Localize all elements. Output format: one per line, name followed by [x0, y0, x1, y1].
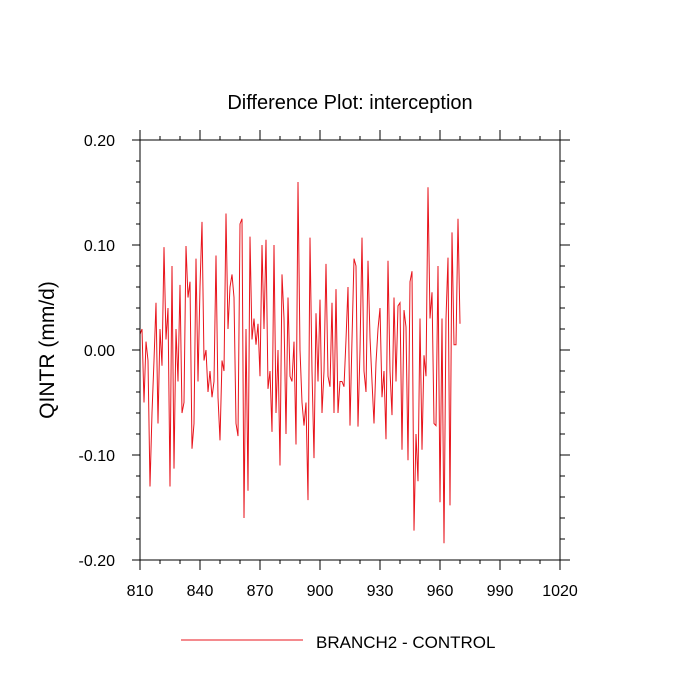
- y-tick-label: 0.10: [84, 238, 115, 255]
- x-tick-label: 990: [487, 583, 514, 600]
- y-tick-label: -0.10: [79, 448, 116, 465]
- legend-label: BRANCH2 - CONTROL: [316, 633, 495, 652]
- axis-ticks: -0.20 -0.10 0.00 0.10 0.20 810 840 870 900 930 960…: [79, 130, 578, 600]
- x-tick-label: 870: [247, 583, 274, 600]
- legend: BRANCH2 - CONTROL: [181, 633, 495, 652]
- x-tick-label: 840: [187, 583, 214, 600]
- x-tick-label: 960: [427, 583, 454, 600]
- x-tick-label: 930: [367, 583, 394, 600]
- x-tick-label: 1020: [542, 583, 578, 600]
- x-tick-label: 810: [127, 583, 154, 600]
- y-axis-label: QINTR (mm/d): [36, 281, 59, 419]
- x-tick-label: 900: [307, 583, 334, 600]
- y-tick-label: -0.20: [79, 553, 116, 570]
- y-tick-label: 0.00: [84, 343, 115, 360]
- plot-frame: [139, 139, 561, 561]
- chart-title: Difference Plot: interception: [227, 92, 472, 114]
- series-line-0: [139, 181, 461, 544]
- y-tick-label: 0.20: [84, 133, 115, 150]
- series-layer: [139, 181, 461, 544]
